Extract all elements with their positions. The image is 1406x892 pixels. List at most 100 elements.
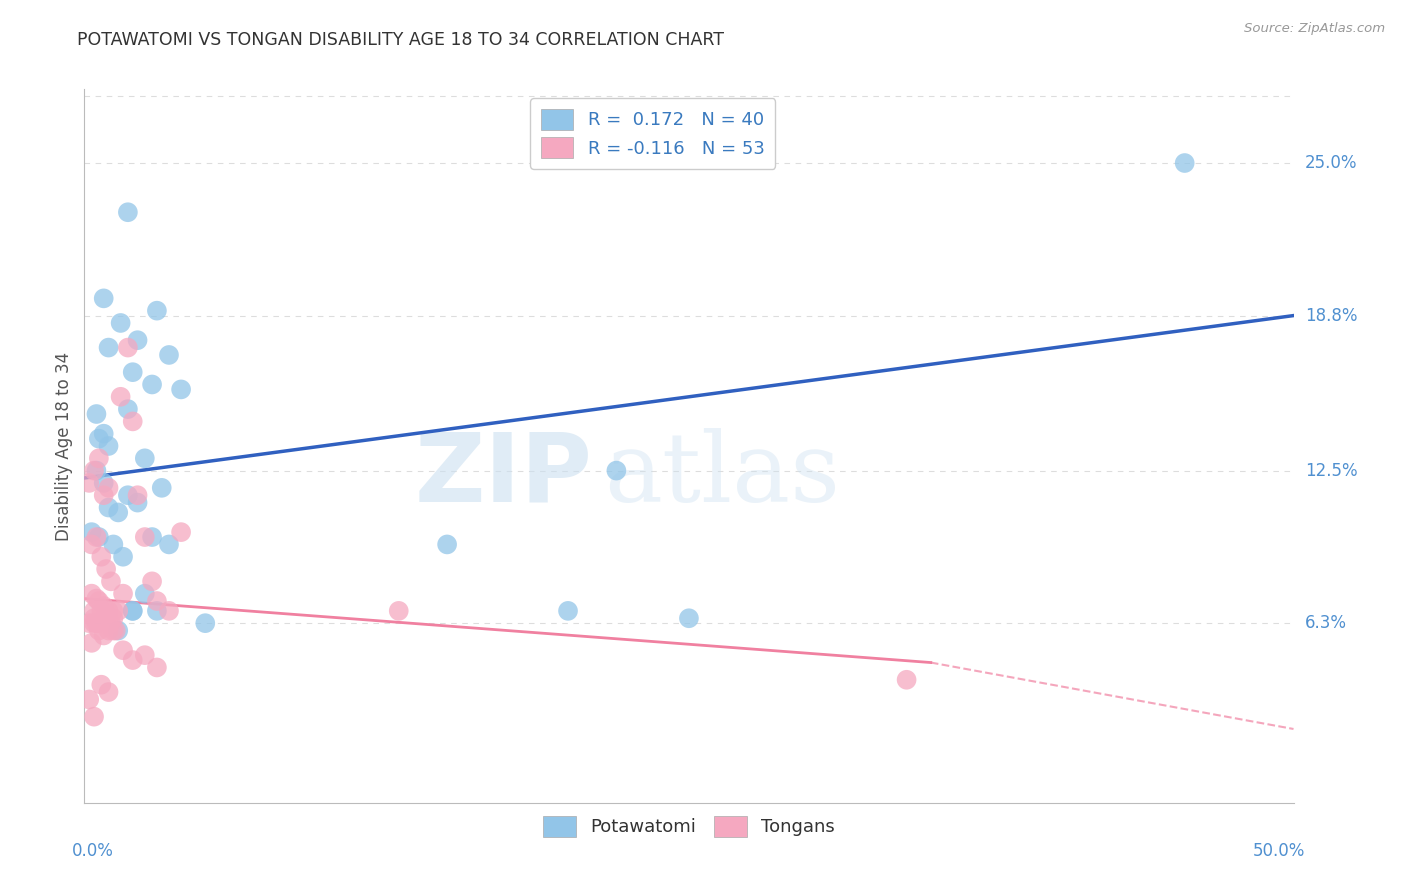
- Point: [127, 488, 149, 502]
- Point: [86, 591, 108, 606]
- Point: [93, 599, 115, 613]
- Point: [86, 407, 108, 421]
- Point: [104, 624, 127, 638]
- Point: [150, 481, 173, 495]
- Point: [90, 549, 112, 564]
- Point: [117, 402, 139, 417]
- Y-axis label: Disability Age 18 to 34: Disability Age 18 to 34: [55, 351, 73, 541]
- Point: [117, 341, 139, 355]
- Text: 12.5%: 12.5%: [1305, 461, 1357, 480]
- Point: [141, 574, 163, 589]
- Point: [112, 549, 135, 564]
- Point: [100, 574, 122, 589]
- Point: [110, 316, 132, 330]
- Point: [83, 611, 105, 625]
- Point: [86, 616, 108, 631]
- Point: [77, 616, 100, 631]
- Point: [83, 604, 105, 618]
- Point: [94, 562, 117, 576]
- Point: [100, 616, 122, 631]
- Point: [83, 616, 105, 631]
- Point: [134, 587, 156, 601]
- Point: [93, 628, 115, 642]
- Point: [83, 709, 105, 723]
- Point: [103, 611, 125, 625]
- Point: [388, 604, 411, 618]
- Point: [141, 530, 163, 544]
- Point: [93, 426, 115, 441]
- Point: [103, 604, 125, 618]
- Point: [112, 643, 135, 657]
- Point: [146, 604, 169, 618]
- Text: 18.8%: 18.8%: [1305, 307, 1357, 325]
- Point: [134, 530, 156, 544]
- Point: [107, 624, 129, 638]
- Point: [77, 692, 100, 706]
- Text: POTAWATOMI VS TONGAN DISABILITY AGE 18 TO 34 CORRELATION CHART: POTAWATOMI VS TONGAN DISABILITY AGE 18 T…: [77, 31, 724, 49]
- Point: [97, 500, 120, 515]
- Point: [141, 377, 163, 392]
- Point: [87, 451, 110, 466]
- Point: [110, 390, 132, 404]
- Point: [97, 341, 120, 355]
- Point: [112, 587, 135, 601]
- Point: [127, 333, 149, 347]
- Point: [678, 611, 700, 625]
- Point: [93, 488, 115, 502]
- Point: [90, 604, 112, 618]
- Point: [97, 624, 120, 638]
- Point: [436, 537, 458, 551]
- Point: [87, 624, 110, 638]
- Point: [86, 464, 108, 478]
- Point: [157, 537, 180, 551]
- Point: [121, 604, 143, 618]
- Point: [87, 432, 110, 446]
- Point: [80, 587, 103, 601]
- Point: [83, 464, 105, 478]
- Point: [157, 348, 180, 362]
- Point: [121, 653, 143, 667]
- Point: [146, 303, 169, 318]
- Point: [121, 414, 143, 428]
- Point: [90, 678, 112, 692]
- Point: [107, 505, 129, 519]
- Point: [157, 604, 180, 618]
- Point: [93, 291, 115, 305]
- Point: [80, 636, 103, 650]
- Point: [86, 530, 108, 544]
- Point: [1174, 156, 1197, 170]
- Point: [117, 488, 139, 502]
- Point: [77, 475, 100, 490]
- Text: ZIP: ZIP: [415, 428, 592, 521]
- Point: [93, 475, 115, 490]
- Point: [117, 205, 139, 219]
- Point: [80, 525, 103, 540]
- Point: [94, 611, 117, 625]
- Point: [170, 383, 193, 397]
- Point: [146, 660, 169, 674]
- Text: atlas: atlas: [605, 427, 841, 522]
- Point: [103, 537, 125, 551]
- Point: [121, 365, 143, 379]
- Point: [170, 525, 193, 540]
- Point: [557, 604, 579, 618]
- Text: 25.0%: 25.0%: [1305, 154, 1357, 172]
- Point: [97, 685, 120, 699]
- Point: [87, 594, 110, 608]
- Point: [121, 604, 143, 618]
- Point: [194, 616, 217, 631]
- Point: [605, 464, 627, 478]
- Point: [134, 451, 156, 466]
- Point: [87, 616, 110, 631]
- Point: [97, 439, 120, 453]
- Text: Source: ZipAtlas.com: Source: ZipAtlas.com: [1244, 22, 1385, 36]
- Legend: Potawatomi, Tongans: Potawatomi, Tongans: [536, 808, 842, 844]
- Point: [97, 481, 120, 495]
- Point: [103, 624, 125, 638]
- Point: [134, 648, 156, 662]
- Point: [127, 495, 149, 509]
- Text: 6.3%: 6.3%: [1305, 615, 1347, 632]
- Text: 0.0%: 0.0%: [72, 842, 114, 860]
- Point: [146, 594, 169, 608]
- Point: [97, 604, 120, 618]
